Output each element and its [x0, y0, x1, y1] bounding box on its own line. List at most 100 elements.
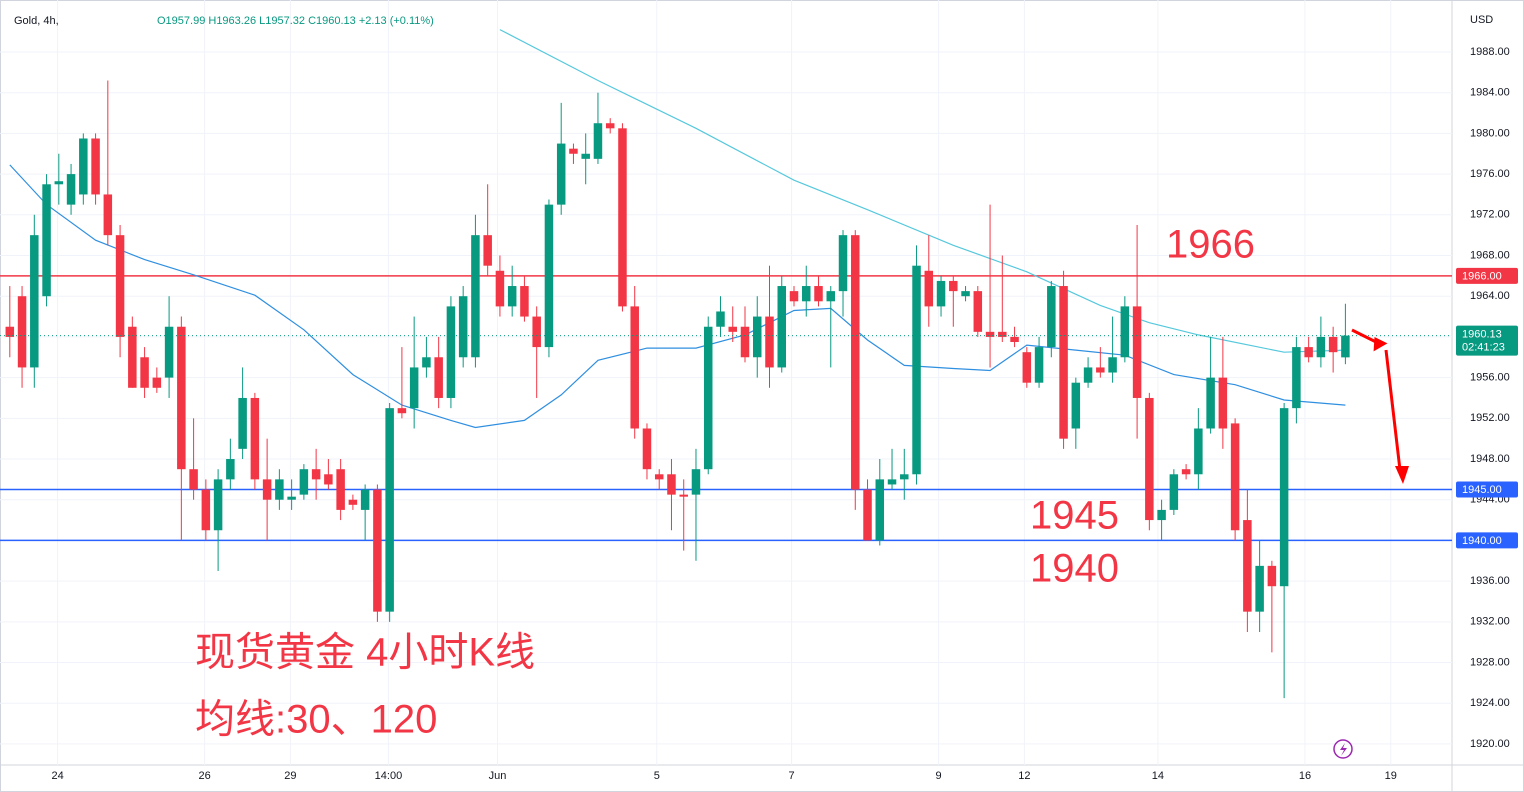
candle-body: [262, 479, 272, 500]
ohlc-readout: O1957.99 H1963.26 L1957.32 C1960.13 +2.1…: [157, 15, 434, 27]
candle-body: [201, 489, 211, 531]
candle-body: [250, 397, 260, 480]
candle-body: [275, 479, 284, 500]
candle-body: [385, 408, 394, 612]
y-tick-label: 1932.00: [1470, 616, 1510, 628]
candle-body: [826, 291, 836, 302]
candle-body: [961, 291, 970, 297]
candle-body: [520, 286, 529, 317]
candle-body: [17, 296, 27, 368]
symbol: Gold, 4h,: [14, 15, 59, 27]
candle-body: [471, 235, 480, 358]
candle-body: [863, 489, 872, 541]
candle-body: [189, 469, 198, 490]
candle-body: [802, 286, 811, 302]
candle-body: [1328, 336, 1338, 353]
candle-body: [581, 153, 590, 159]
x-tick-label: 26: [199, 770, 211, 782]
candle-body: [740, 326, 750, 358]
candle-body: [1304, 347, 1313, 358]
candle-body: [1022, 352, 1032, 383]
y-tick-label: 1924.00: [1470, 697, 1510, 709]
candle-body: [1059, 286, 1068, 439]
candle-body: [936, 280, 946, 307]
candle-body: [483, 235, 492, 266]
candle-body: [177, 326, 186, 470]
candle-body: [618, 128, 627, 307]
candle-body: [912, 265, 921, 475]
candle-body: [679, 494, 688, 497]
candle-body: [115, 235, 125, 337]
candle-body: [642, 428, 652, 470]
arrow-head: [1373, 336, 1388, 352]
candle-body: [103, 194, 113, 236]
y-tick-label: 1972.00: [1470, 209, 1510, 221]
candle-body: [1071, 382, 1081, 429]
candle-body: [667, 474, 676, 495]
candle-body: [348, 499, 358, 505]
arrow-head: [1395, 466, 1409, 484]
candle-body: [605, 123, 615, 129]
candle-body: [397, 408, 407, 414]
candle-body: [949, 280, 958, 292]
y-tick-label: 1920.00: [1470, 738, 1510, 750]
candle-body: [900, 474, 909, 480]
candle-body: [91, 138, 100, 195]
candle-body: [1218, 377, 1228, 429]
annotation: 1945: [1030, 494, 1119, 538]
candle-body: [556, 143, 566, 205]
x-tick-label: 14: [1152, 770, 1164, 782]
candle-body: [1279, 408, 1289, 587]
y-tick-label: 1968.00: [1470, 249, 1510, 261]
candle-body: [765, 316, 774, 368]
candle-body: [1267, 565, 1277, 587]
last-price-label: 1960.13: [1462, 328, 1502, 340]
candle-body: [422, 357, 431, 368]
candle-body: [1243, 520, 1252, 612]
candle-body: [532, 316, 541, 348]
candle-body: [777, 286, 787, 368]
candle-body: [299, 469, 309, 495]
candle-body: [1230, 423, 1240, 531]
candle-body: [373, 489, 382, 612]
countdown: 02:41:23: [1462, 341, 1505, 353]
candle-body: [30, 235, 39, 368]
candle-body: [238, 397, 247, 449]
candle-body: [716, 311, 725, 327]
candle-body: [287, 496, 296, 500]
candle-body: [1120, 306, 1130, 358]
candle-body: [409, 367, 419, 409]
candle-body: [1096, 367, 1105, 373]
alert-icon[interactable]: [1333, 739, 1353, 759]
candle-body: [691, 469, 701, 495]
y-tick-label: 1976.00: [1470, 168, 1510, 180]
candle-body: [654, 474, 664, 480]
candle-body: [458, 296, 468, 358]
candle-body: [1194, 428, 1203, 475]
candle-body: [1206, 377, 1215, 429]
x-tick-label: 7: [788, 770, 794, 782]
candle-body: [140, 357, 149, 388]
candle-body: [1010, 336, 1019, 343]
candle-body: [789, 291, 799, 302]
x-tick-label: 19: [1385, 770, 1397, 782]
candle-body: [752, 316, 762, 358]
candle-body: [887, 479, 897, 485]
candle-body: [1316, 336, 1326, 358]
candle-body: [1047, 286, 1056, 348]
y-tick-label: 1952.00: [1470, 412, 1510, 424]
candle-body: [569, 148, 578, 154]
x-tick-label: 5: [654, 770, 660, 782]
y-tick-label: 1928.00: [1470, 656, 1510, 668]
annotation: 1966: [1166, 223, 1255, 267]
candle-body: [1157, 509, 1166, 521]
candle-body: [336, 469, 345, 510]
candle-body: [226, 459, 235, 480]
candle-body: [973, 291, 983, 332]
candle-body: [79, 138, 88, 195]
candle-body: [360, 489, 370, 510]
y-tick-label: 1964.00: [1470, 290, 1510, 302]
level-badge: [1456, 267, 1518, 284]
y-tick-label: 1956.00: [1470, 372, 1510, 384]
forecast-arrow: [1351, 328, 1402, 471]
